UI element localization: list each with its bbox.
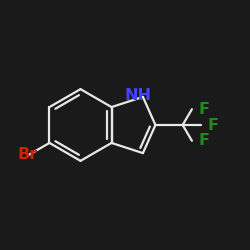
Text: F: F	[198, 102, 209, 117]
Text: NH: NH	[125, 88, 152, 103]
Text: Br: Br	[18, 147, 38, 162]
Text: F: F	[198, 133, 209, 148]
Text: F: F	[207, 118, 218, 132]
